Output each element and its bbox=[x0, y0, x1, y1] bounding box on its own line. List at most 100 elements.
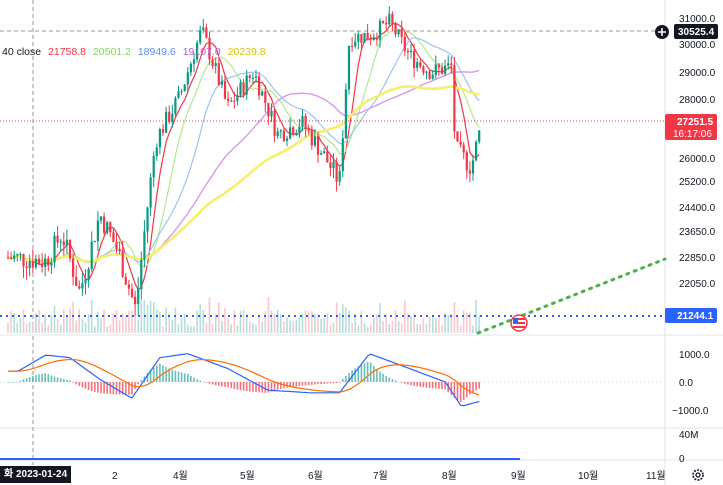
moving-average-line bbox=[7, 85, 480, 263]
macd-histogram-bar bbox=[218, 382, 220, 386]
macd-histogram-bar bbox=[106, 382, 108, 394]
candle bbox=[459, 131, 462, 148]
candle bbox=[465, 150, 468, 180]
volume-bar bbox=[286, 317, 288, 333]
macd-histogram-bar bbox=[47, 374, 50, 382]
candle bbox=[382, 20, 385, 25]
volume-bar bbox=[363, 323, 366, 333]
volume-bar bbox=[103, 309, 105, 333]
macd-tick: 1000.0 bbox=[679, 350, 710, 361]
volume-bar bbox=[38, 310, 40, 333]
volume-bar bbox=[202, 309, 205, 333]
volume-bar bbox=[10, 311, 12, 333]
macd-histogram-bar bbox=[208, 382, 211, 384]
volume-bar bbox=[357, 325, 360, 333]
volume-bar bbox=[131, 310, 133, 333]
candle bbox=[161, 123, 165, 137]
volume-bar bbox=[317, 313, 319, 333]
candle bbox=[13, 250, 16, 263]
volume-bar bbox=[338, 312, 341, 333]
projection-line[interactable] bbox=[476, 257, 667, 335]
price-tick: 31000.0 bbox=[679, 14, 716, 25]
volume-bar bbox=[112, 313, 115, 333]
candle bbox=[332, 153, 335, 179]
volume-bar bbox=[230, 324, 232, 333]
price-tick: 23650.0 bbox=[679, 227, 716, 238]
candle bbox=[456, 131, 459, 143]
candle bbox=[220, 75, 223, 89]
volume-bar bbox=[7, 322, 9, 333]
macd-histogram-bar bbox=[348, 372, 350, 382]
volume-bars bbox=[7, 297, 480, 333]
volume-bar bbox=[75, 320, 77, 333]
candle bbox=[47, 255, 50, 272]
level-price-label: 21244.1 bbox=[677, 311, 714, 322]
candle bbox=[75, 265, 78, 287]
candle bbox=[478, 130, 481, 144]
volume-bar bbox=[190, 326, 192, 333]
volume-bar bbox=[252, 323, 254, 333]
macd-histogram-bar bbox=[270, 382, 273, 392]
volume-bar bbox=[208, 297, 211, 333]
candle bbox=[248, 73, 251, 83]
macd-histogram-bar bbox=[13, 382, 15, 383]
volume-bar bbox=[115, 310, 118, 333]
countdown-label: 16:17:06 bbox=[673, 129, 712, 140]
volume-bar bbox=[444, 312, 446, 333]
volume-bar bbox=[469, 312, 471, 333]
macd-histogram-bar bbox=[25, 378, 28, 382]
candle bbox=[84, 269, 87, 295]
macd-histogram-bar bbox=[165, 367, 167, 382]
candle bbox=[425, 70, 428, 80]
volume-bar bbox=[125, 316, 127, 333]
volume-bar bbox=[459, 325, 462, 333]
candle bbox=[434, 55, 437, 79]
volume-bar bbox=[187, 325, 189, 333]
macd-histogram-bar bbox=[472, 382, 474, 393]
volume-bar bbox=[180, 317, 183, 333]
candle bbox=[403, 30, 406, 57]
macd-histogram-bar bbox=[407, 382, 409, 385]
candle bbox=[72, 253, 75, 286]
volume-bar bbox=[369, 324, 372, 333]
macd-histogram-bar bbox=[469, 382, 471, 395]
candle bbox=[344, 83, 347, 140]
candle bbox=[199, 25, 202, 45]
volume-bar bbox=[81, 318, 84, 333]
macd-line bbox=[8, 353, 480, 407]
volume-bar bbox=[289, 320, 291, 333]
candle bbox=[236, 86, 239, 106]
candle bbox=[22, 253, 25, 278]
volume-bar bbox=[391, 320, 394, 333]
macd-histogram-bar bbox=[168, 368, 170, 382]
us-flag-icon[interactable] bbox=[510, 314, 528, 332]
macd-histogram-bar bbox=[115, 382, 118, 395]
legend-value-red: 21758.8 bbox=[48, 46, 86, 58]
macd-histogram-bar bbox=[419, 382, 422, 387]
candle bbox=[118, 241, 121, 255]
macd-histogram-bar bbox=[258, 382, 260, 393]
volume-bar bbox=[292, 321, 294, 333]
candle bbox=[285, 135, 289, 147]
gear-icon[interactable] bbox=[691, 468, 705, 482]
macd-histogram-bar bbox=[385, 375, 387, 382]
price-tick: 30000.0 bbox=[679, 40, 716, 51]
volume-bar bbox=[205, 323, 208, 333]
volume-bar bbox=[428, 316, 431, 333]
macd-histogram-bar bbox=[90, 382, 93, 392]
volume-bar bbox=[388, 323, 391, 333]
plus-circle-icon[interactable] bbox=[655, 25, 669, 39]
candle bbox=[50, 257, 53, 274]
macd-histogram-bar bbox=[280, 382, 282, 389]
candle bbox=[270, 103, 273, 123]
candle bbox=[130, 283, 134, 299]
macd-histogram-bar bbox=[174, 370, 177, 382]
candle bbox=[165, 106, 168, 134]
macd-histogram-bar bbox=[100, 382, 102, 394]
volume-bar bbox=[53, 306, 56, 333]
candle bbox=[53, 231, 56, 268]
volume-bar bbox=[351, 322, 353, 333]
macd-histogram-bar bbox=[63, 379, 65, 382]
macd-histogram-bar bbox=[224, 382, 226, 387]
